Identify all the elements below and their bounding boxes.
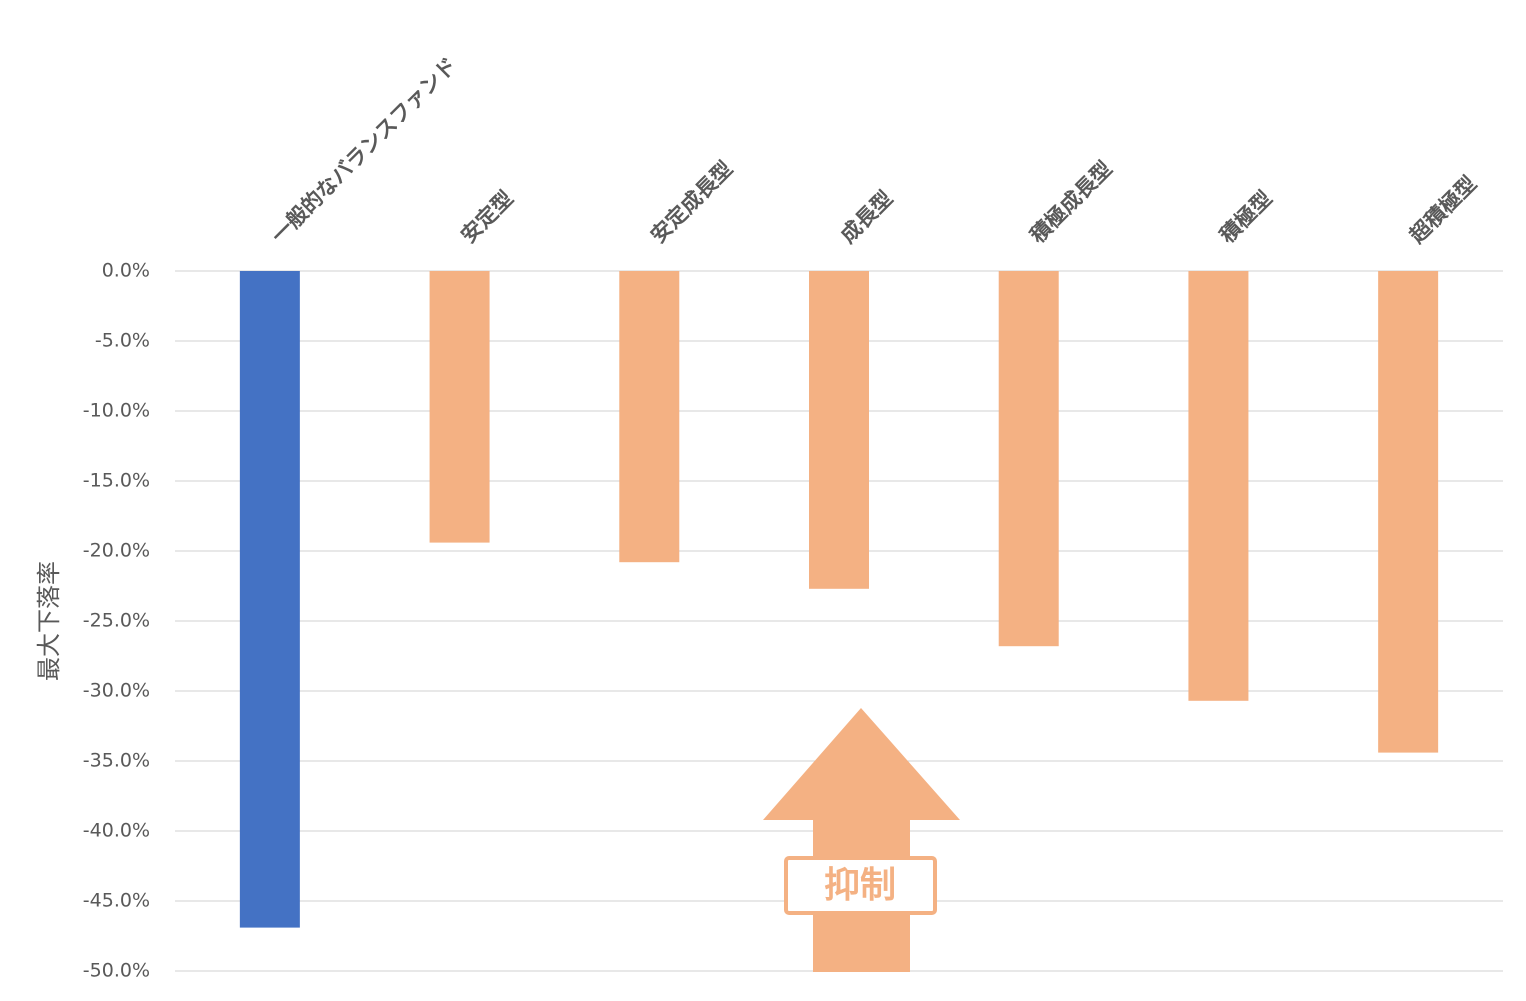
- x-tick-label: 安定型: [456, 186, 518, 248]
- y-axis-title: 最大下落率: [35, 561, 63, 681]
- arrow-shape: [763, 708, 960, 972]
- y-tick-label: -5.0%: [95, 330, 150, 352]
- y-tick-label: -10.0%: [83, 400, 150, 422]
- y-tick-label: -50.0%: [83, 960, 150, 982]
- bar: [1188, 271, 1249, 701]
- y-tick-label: -15.0%: [83, 470, 150, 492]
- y-tick-label: -40.0%: [83, 820, 150, 842]
- x-tick-label: 積極型: [1215, 186, 1277, 248]
- x-tick-label: 成長型: [836, 186, 898, 248]
- y-tick-label: -45.0%: [83, 890, 150, 912]
- annotation-text: 抑制: [824, 865, 896, 906]
- bar: [239, 271, 300, 928]
- x-tick-label: 一般的なバランスファンド: [267, 53, 462, 248]
- y-tick-label: -30.0%: [83, 680, 150, 702]
- x-tick-label: 安定成長型: [646, 157, 737, 248]
- y-tick-label: -35.0%: [83, 750, 150, 772]
- x-tick-label: 超積極型: [1405, 171, 1481, 247]
- y-tick-label: -25.0%: [83, 610, 150, 632]
- annotation-box: [784, 856, 937, 915]
- x-tick-label: 積極成長型: [1026, 157, 1117, 248]
- bar: [429, 271, 490, 543]
- annotation-arrow: 抑制: [763, 708, 960, 972]
- bar: [619, 271, 680, 563]
- y-tick-label: -20.0%: [83, 540, 150, 562]
- bar: [1378, 271, 1439, 753]
- y-tick-label: 0.0%: [102, 260, 150, 282]
- bar: [809, 271, 869, 589]
- bar: [998, 271, 1059, 647]
